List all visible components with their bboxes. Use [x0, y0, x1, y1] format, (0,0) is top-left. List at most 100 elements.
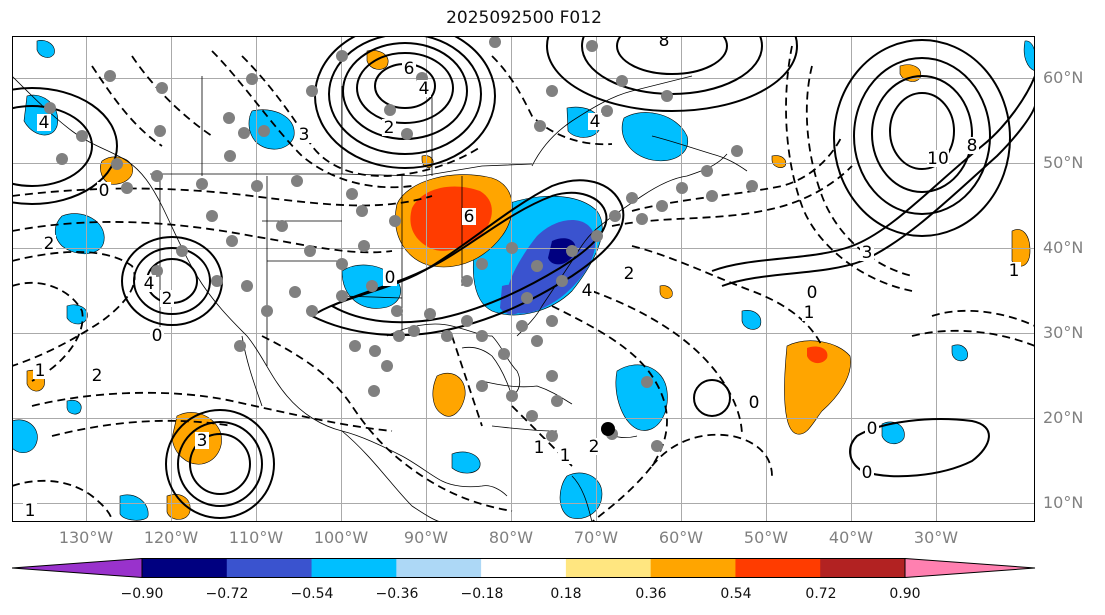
contour-label: 0	[867, 419, 878, 439]
contour-label: 2	[92, 366, 103, 386]
contour-label-bg	[382, 119, 396, 136]
lon-label: 90°W	[403, 528, 449, 547]
contour-label-bg	[657, 36, 671, 49]
lon-label: 70°W	[573, 528, 619, 547]
contour-label: 1	[25, 501, 36, 521]
lon-label: 40°W	[828, 528, 874, 547]
colorbar-tick: −0.36	[375, 586, 419, 602]
contour-label: 2	[624, 264, 635, 284]
contour-label-bg	[805, 284, 819, 301]
contour-label-bg	[558, 447, 572, 464]
lat-label: 50°N	[1043, 153, 1084, 172]
contour-label: 8	[967, 136, 978, 156]
colorbar-segment	[820, 558, 906, 578]
colorbar-segment	[650, 558, 736, 578]
lon-label: 130°W	[58, 528, 114, 547]
contour-label: 8	[659, 36, 670, 51]
colorbar-tick: −0.72	[205, 586, 249, 602]
contour-label-bg	[865, 420, 879, 437]
contour-label: 2	[384, 118, 395, 138]
contour-label-bg	[802, 304, 816, 321]
colorbar-tick: 0.36	[635, 586, 667, 602]
lon-label: 100°W	[313, 528, 369, 547]
colorbar-tick: −0.54	[290, 586, 334, 602]
contour-label-bg	[160, 290, 174, 307]
lon-label: 50°W	[743, 528, 789, 547]
colorbar-tick: −0.90	[120, 586, 164, 602]
contour-label-bg	[1007, 262, 1021, 279]
contour-label: 4	[39, 113, 50, 133]
contour-label-bg	[580, 282, 594, 299]
contour-label: 6	[404, 59, 415, 79]
contour-label: 10	[927, 149, 949, 169]
colorbar	[12, 558, 1036, 578]
contour-label: 0	[385, 268, 396, 288]
contour-label-bg	[860, 244, 874, 261]
black-marker	[601, 422, 615, 436]
contour-label-bg	[383, 269, 397, 286]
contour-label-bg	[90, 367, 104, 384]
contour-label-bg	[747, 394, 761, 411]
contour-label-bg	[417, 80, 431, 97]
contour-label: 0	[807, 283, 818, 303]
contour-label-bg	[150, 327, 164, 344]
contour-label: 1	[35, 361, 46, 381]
contour-label-bg	[297, 126, 311, 143]
lon-label: 110°W	[228, 528, 284, 547]
contour-label: 0	[749, 393, 760, 413]
contour-label-bg	[142, 275, 156, 292]
contour-label: 3	[299, 125, 310, 145]
contour-label: 1	[804, 303, 815, 323]
strong-positive-shading	[410, 186, 828, 364]
lon-label: 60°W	[658, 528, 704, 547]
contour-label: 0	[152, 326, 163, 346]
colorbar-segment	[565, 558, 652, 578]
contour-label-bg	[532, 439, 546, 456]
contour-label: 3	[862, 243, 873, 263]
contour-label: 1	[560, 446, 571, 466]
contour-label-bg	[622, 265, 636, 282]
lat-label: 20°N	[1043, 408, 1084, 427]
contour-label: 4	[144, 274, 155, 294]
contour-label-bg	[860, 464, 874, 481]
map-title: 2025092500 F012	[446, 8, 602, 28]
lat-label: 60°N	[1043, 68, 1084, 87]
colorbar-tick: −0.18	[460, 586, 504, 602]
contour-label: 4	[419, 79, 430, 99]
contour-label: 0	[862, 463, 873, 483]
contour-label: 2	[589, 437, 600, 457]
contour-label-bg	[588, 113, 602, 130]
colorbar-segment	[481, 558, 567, 578]
lon-label: 80°W	[488, 528, 534, 547]
lat-label: 30°N	[1043, 323, 1084, 342]
contour-label: 1	[534, 438, 545, 458]
contour-label: 3	[197, 431, 208, 451]
contour-label: 4	[590, 112, 601, 132]
positive-contours	[12, 36, 1035, 519]
station-markers	[44, 36, 758, 452]
contour-label: 1	[1009, 261, 1020, 281]
contour-label-bg	[33, 362, 47, 379]
contour-label-bg	[37, 114, 51, 131]
lon-label: 120°W	[143, 528, 199, 547]
colorbar-segment	[396, 558, 482, 578]
lat-label: 40°N	[1043, 238, 1084, 257]
negative-contours	[12, 45, 1035, 522]
colorbar-extend-high	[905, 558, 1035, 578]
contour-label-bg	[587, 438, 601, 455]
contour-label-bg	[965, 137, 979, 154]
contour-label-bg	[195, 432, 209, 449]
colorbar-tick: 0.90	[889, 586, 921, 602]
contour-label: 2	[162, 289, 173, 309]
contour-label: 0	[99, 181, 110, 201]
contour-label-bg	[97, 182, 111, 199]
lat-label: 10°N	[1043, 493, 1084, 512]
lon-label: 30°W	[913, 528, 959, 547]
colorbar-tick: 0.18	[550, 586, 582, 602]
contour-label: 4	[582, 281, 593, 301]
contour-label: 2	[44, 234, 55, 254]
contour-label-bg	[402, 60, 416, 77]
contour-label-bg	[927, 150, 949, 167]
